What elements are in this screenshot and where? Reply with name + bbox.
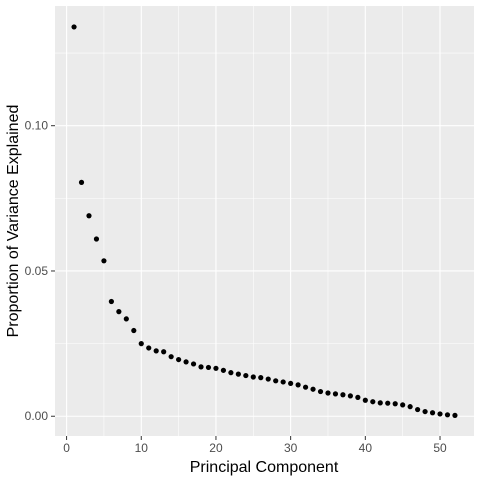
x-tick-label: 40 <box>359 441 373 455</box>
data-point <box>377 400 383 406</box>
data-point <box>146 345 152 351</box>
data-point <box>123 316 129 322</box>
data-point <box>235 371 241 377</box>
data-point <box>302 384 309 390</box>
data-point <box>325 390 331 396</box>
x-tick-label: 0 <box>63 441 70 455</box>
data-point <box>116 309 122 315</box>
data-point <box>168 354 174 360</box>
data-point <box>258 375 264 381</box>
data-point <box>288 380 294 387</box>
data-point <box>317 388 324 395</box>
data-point <box>370 399 376 405</box>
data-point <box>71 24 77 30</box>
data-point <box>362 397 368 403</box>
data-point <box>198 364 204 370</box>
data-point <box>228 370 234 376</box>
data-point <box>213 365 219 371</box>
data-point <box>437 411 443 417</box>
data-point <box>138 341 144 347</box>
x-tick-label: 50 <box>433 441 447 455</box>
y-tick-label: 0.05 <box>25 264 49 278</box>
data-point <box>340 392 346 398</box>
x-tick-label: 30 <box>284 441 298 455</box>
x-tick-label: 10 <box>135 441 149 455</box>
data-point <box>190 361 197 367</box>
panel-background <box>55 6 474 436</box>
data-point <box>407 404 413 410</box>
data-points <box>71 24 458 418</box>
y-tick-label: 0.00 <box>25 409 49 423</box>
data-point <box>295 382 301 388</box>
data-point <box>265 376 271 382</box>
data-point <box>310 386 316 392</box>
data-point <box>273 378 279 384</box>
y-axis-title: Proportion of Variance Explained <box>5 105 22 338</box>
data-point <box>78 179 85 185</box>
data-point <box>220 367 227 373</box>
data-point <box>415 406 421 413</box>
data-point <box>131 327 137 334</box>
data-point <box>444 412 451 418</box>
data-point <box>153 348 159 354</box>
data-point <box>86 213 92 219</box>
data-point <box>108 298 114 305</box>
data-point <box>400 402 406 408</box>
data-point <box>392 401 398 407</box>
data-point <box>243 372 249 379</box>
data-point <box>176 356 182 363</box>
x-tick-label: 20 <box>209 441 223 455</box>
data-point <box>429 410 436 416</box>
data-point <box>250 374 256 380</box>
data-point <box>183 359 189 365</box>
data-point <box>452 412 458 418</box>
data-point <box>422 408 428 415</box>
data-point <box>93 236 100 242</box>
axis-ticks: 0 10 20 30 40 50 0.00 0.05 0.10 <box>25 119 447 455</box>
grid-lines <box>55 6 474 436</box>
data-point <box>347 393 353 399</box>
data-point <box>280 379 286 385</box>
data-point <box>205 364 212 371</box>
data-point <box>355 394 361 400</box>
y-tick-label: 0.10 <box>25 119 49 133</box>
data-point <box>101 258 107 264</box>
data-point <box>332 391 339 397</box>
data-point <box>161 349 167 355</box>
data-point <box>385 400 391 406</box>
x-axis-title: Principal Component <box>190 459 339 476</box>
